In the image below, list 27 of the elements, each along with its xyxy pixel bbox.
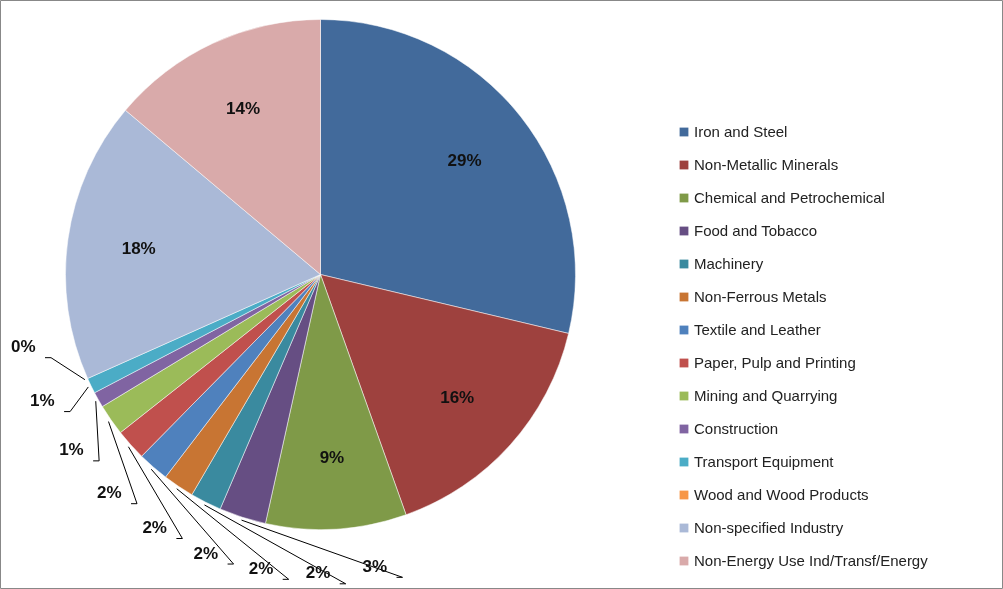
legend-label: Non-specified Industry xyxy=(694,519,844,536)
legend-label: Food and Tobacco xyxy=(694,222,818,239)
data-label: 2% xyxy=(193,543,219,563)
data-label: 1% xyxy=(59,440,84,460)
legend-label: Mining and Quarrying xyxy=(694,387,838,404)
text: 0% xyxy=(11,337,36,357)
data-label: 29% xyxy=(447,151,482,171)
data-label: 2% xyxy=(248,558,274,578)
data-label: 9% xyxy=(319,448,345,468)
legend-label: Chemical and Petrochemical xyxy=(694,189,885,206)
data-label: 1% xyxy=(30,391,55,411)
legend-label: Wood and Wood Products xyxy=(694,486,869,503)
legend-label: Textile and Leather xyxy=(694,321,821,338)
data-label: 14% xyxy=(226,98,261,118)
legend-label: Iron and Steel xyxy=(694,123,788,140)
legend-label: Paper, Pulp and Printing xyxy=(694,354,856,371)
data-label: 2% xyxy=(97,483,122,503)
data-label: 16% xyxy=(440,387,475,407)
legend-label: Construction xyxy=(694,420,779,437)
legend-label: Non-Metallic Minerals xyxy=(694,156,839,173)
data-label: 18% xyxy=(121,239,156,259)
data-label: 2% xyxy=(305,563,331,583)
legend-label: Machinery xyxy=(694,255,764,272)
legend-label: Transport Equipment xyxy=(694,453,834,470)
data-label: 2% xyxy=(142,518,167,538)
legend-label: Non-Ferrous Metals xyxy=(694,288,827,305)
legend-label: Non-Energy Use Ind/Transf/Energy xyxy=(694,552,928,569)
